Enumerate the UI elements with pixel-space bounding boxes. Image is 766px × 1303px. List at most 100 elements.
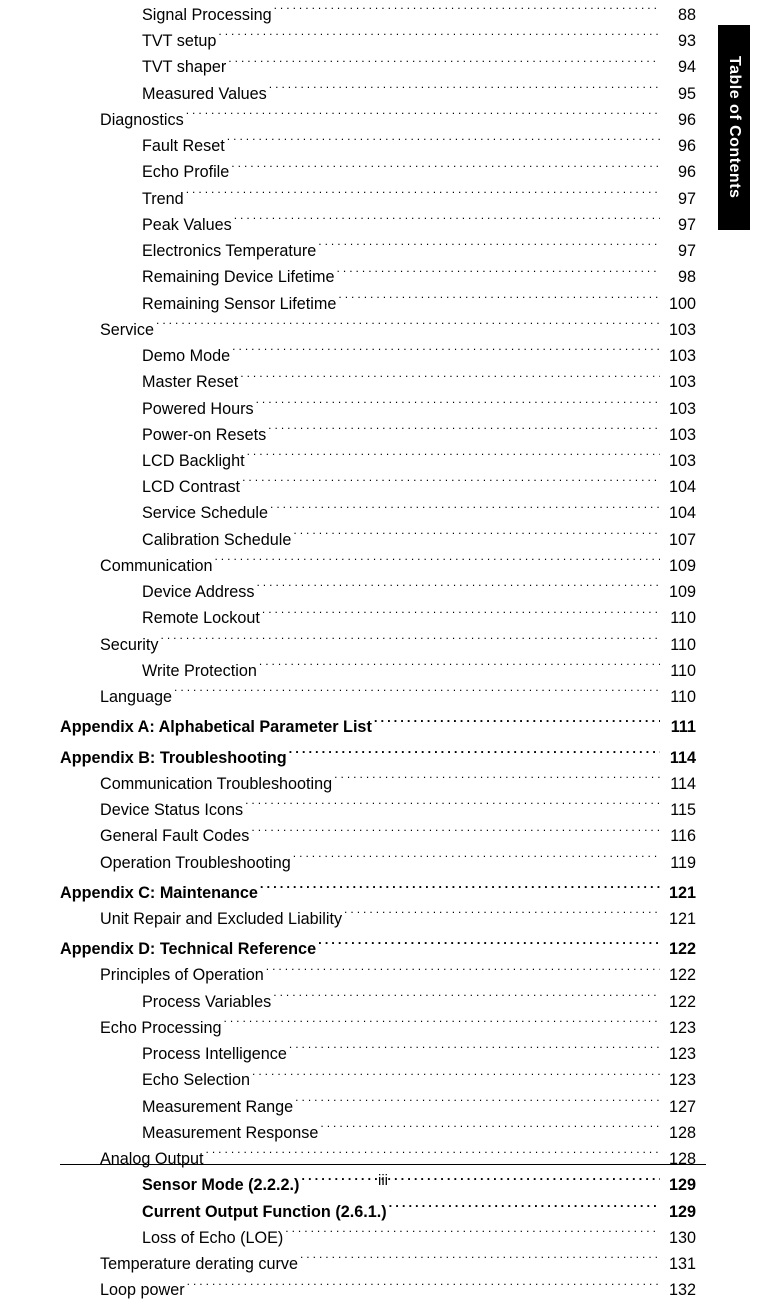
toc-row: Service Schedule 104 xyxy=(60,500,696,526)
toc-label: Principles of Operation xyxy=(100,962,264,988)
toc-label: Analog Output xyxy=(100,1146,204,1172)
toc-leaders xyxy=(268,424,660,440)
toc-page: 110 xyxy=(662,605,696,631)
toc-page: 121 xyxy=(662,880,696,906)
toc-label: Language xyxy=(100,684,172,710)
toc-leaders xyxy=(186,187,660,203)
toc-page: 116 xyxy=(662,823,696,849)
toc-label: Powered Hours xyxy=(142,396,254,422)
toc-leaders xyxy=(266,964,660,980)
toc-row: Device Address 109 xyxy=(60,579,696,605)
side-tab-label: Table of Contents xyxy=(725,56,743,198)
toc-leaders xyxy=(273,990,660,1006)
toc-leaders xyxy=(227,135,660,151)
toc-label: Communication Troubleshooting xyxy=(100,771,332,797)
toc-page: 96 xyxy=(662,107,696,133)
toc-row: Power-on Resets 103 xyxy=(60,422,696,448)
toc-page: 123 xyxy=(662,1067,696,1093)
toc-page: 123 xyxy=(662,1015,696,1041)
toc-leaders xyxy=(240,371,660,387)
toc-leaders xyxy=(295,1095,660,1111)
toc-label: Appendix B: Troubleshooting xyxy=(60,745,287,771)
toc-label: General Fault Codes xyxy=(100,823,249,849)
toc-row: Powered Hours 103 xyxy=(60,396,696,422)
toc-leaders xyxy=(218,30,660,46)
toc-row: Appendix A: Alphabetical Parameter List … xyxy=(60,714,696,740)
toc-page: 107 xyxy=(662,527,696,553)
toc-row: General Fault Codes 116 xyxy=(60,823,696,849)
toc-page: 122 xyxy=(662,936,696,962)
toc-page: 104 xyxy=(662,474,696,500)
toc-page: 127 xyxy=(662,1094,696,1120)
toc-label: Loss of Echo (LOE) xyxy=(142,1225,283,1251)
toc-page: 96 xyxy=(662,159,696,185)
toc-leaders xyxy=(318,938,660,954)
toc-page: 104 xyxy=(662,500,696,526)
toc-page: 94 xyxy=(662,54,696,80)
toc-page: 103 xyxy=(662,396,696,422)
toc-label: Echo Processing xyxy=(100,1015,221,1041)
toc-row: Echo Selection 123 xyxy=(60,1067,696,1093)
toc-row: Communication Troubleshooting 114 xyxy=(60,771,696,797)
toc-label: Write Protection xyxy=(142,658,257,684)
toc-row: Device Status Icons 115 xyxy=(60,797,696,823)
toc-leaders xyxy=(231,161,660,177)
toc-page: 96 xyxy=(662,133,696,159)
toc-leaders xyxy=(256,397,660,413)
toc-row: Process Variables 122 xyxy=(60,989,696,1015)
toc-page: 119 xyxy=(662,850,696,876)
toc-label: Trend xyxy=(142,186,184,212)
toc-row: Measurement Response 128 xyxy=(60,1120,696,1146)
toc-row: LCD Contrast 104 xyxy=(60,474,696,500)
toc-label: Remaining Device Lifetime xyxy=(142,264,335,290)
toc-label: Appendix C: Maintenance xyxy=(60,880,258,906)
toc-page: 115 xyxy=(662,797,696,823)
toc-page: 109 xyxy=(662,553,696,579)
toc-row: Appendix D: Technical Reference 122 xyxy=(60,936,696,962)
toc-page: 93 xyxy=(662,28,696,54)
toc-row: TVT setup93 xyxy=(60,28,696,54)
table-of-contents: Signal Processing 88TVT setup93TVT shaper… xyxy=(60,2,696,1303)
toc-row: Calibration Schedule 107 xyxy=(60,527,696,553)
toc-leaders xyxy=(269,83,660,99)
toc-row: Operation Troubleshooting 119 xyxy=(60,850,696,876)
toc-leaders xyxy=(289,1043,660,1059)
toc-leaders xyxy=(320,1122,660,1138)
toc-leaders xyxy=(186,109,660,125)
toc-leaders xyxy=(187,1279,660,1295)
toc-row: Trend97 xyxy=(60,186,696,212)
toc-label: Temperature derating curve xyxy=(100,1251,298,1277)
toc-label: Signal Processing xyxy=(142,2,272,28)
toc-label: TVT shaper xyxy=(142,54,226,80)
toc-page: 111 xyxy=(662,714,696,740)
toc-label: Echo Profile xyxy=(142,159,229,185)
toc-page: 123 xyxy=(662,1041,696,1067)
toc-page: 121 xyxy=(662,906,696,932)
toc-leaders xyxy=(242,476,660,492)
toc-row: Current Output Function (2.6.1.) 129 xyxy=(60,1199,696,1225)
toc-label: Loop power xyxy=(100,1277,185,1303)
footer-rule xyxy=(60,1164,706,1165)
toc-page: 109 xyxy=(662,579,696,605)
toc-page: 97 xyxy=(662,238,696,264)
toc-label: Appendix D: Technical Reference xyxy=(60,936,316,962)
toc-leaders xyxy=(251,825,660,841)
toc-leaders xyxy=(337,266,660,282)
toc-label: Remote Lockout xyxy=(142,605,260,631)
toc-row: Unit Repair and Excluded Liability 121 xyxy=(60,906,696,932)
toc-page: 103 xyxy=(662,369,696,395)
toc-leaders xyxy=(174,686,660,702)
toc-label: Security xyxy=(100,632,158,658)
toc-leaders xyxy=(245,799,660,815)
toc-row: Security 110 xyxy=(60,632,696,658)
toc-leaders xyxy=(232,345,660,361)
toc-leaders xyxy=(206,1148,661,1164)
toc-page: 103 xyxy=(662,343,696,369)
toc-row: Loss of Echo (LOE) 130 xyxy=(60,1225,696,1251)
toc-page: 88 xyxy=(662,2,696,28)
toc-label: Echo Selection xyxy=(142,1067,250,1093)
toc-row: Communication 109 xyxy=(60,553,696,579)
toc-label: Measurement Response xyxy=(142,1120,318,1146)
toc-leaders xyxy=(374,716,660,732)
toc-page: 128 xyxy=(662,1120,696,1146)
